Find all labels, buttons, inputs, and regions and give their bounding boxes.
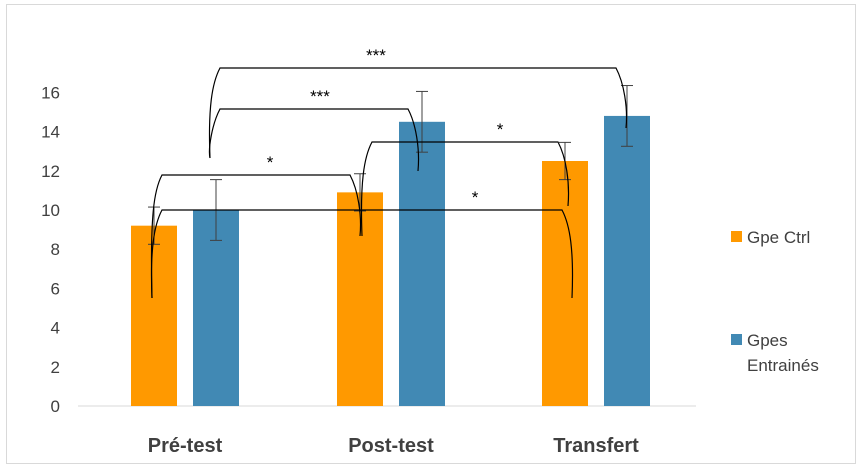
bar — [542, 161, 588, 406]
x-axis: Pré-test Post-test Transfert — [148, 435, 639, 457]
chart-frame — [6, 4, 856, 464]
y-tick-label: 8 — [51, 240, 60, 259]
legend-swatch — [731, 334, 742, 345]
significance-brackets: ********* — [150, 46, 628, 299]
y-tick-label: 4 — [51, 319, 60, 338]
y-tick-label: 2 — [51, 358, 60, 377]
significance-label: *** — [310, 87, 330, 106]
legend-label: Entrainés — [747, 356, 819, 375]
bars — [131, 115, 650, 407]
significance-label: * — [267, 153, 274, 172]
y-tick-label: 0 — [51, 397, 60, 416]
significance-label: *** — [366, 46, 386, 65]
legend-label: Gpe Ctrl — [747, 228, 810, 247]
bar — [193, 210, 239, 406]
bar — [604, 115, 650, 407]
y-tick-label: 14 — [41, 123, 60, 142]
y-axis: 0 2 4 6 8 10 12 14 16 — [41, 83, 60, 416]
legend-label: Gpes — [747, 331, 788, 350]
y-tick-label: 12 — [41, 162, 60, 181]
significance-bracket — [360, 141, 570, 237]
significance-bracket — [208, 108, 420, 172]
significance-label: * — [472, 188, 479, 207]
significance-label: * — [497, 120, 504, 139]
x-tick-label: Pré-test — [148, 435, 223, 457]
legend: Gpe Ctrl Gpes Entrainés — [731, 228, 819, 375]
y-tick-label: 6 — [51, 279, 60, 298]
significance-bracket — [150, 174, 362, 299]
significance-bracket — [208, 67, 628, 159]
x-tick-label: Post-test — [348, 435, 434, 457]
bar — [399, 121, 445, 407]
x-tick-label: Transfert — [553, 435, 639, 457]
significance-bracket — [150, 209, 574, 299]
legend-swatch — [731, 231, 742, 242]
bar — [131, 225, 177, 406]
y-tick-label: 10 — [41, 201, 60, 220]
y-tick-label: 16 — [41, 83, 60, 102]
